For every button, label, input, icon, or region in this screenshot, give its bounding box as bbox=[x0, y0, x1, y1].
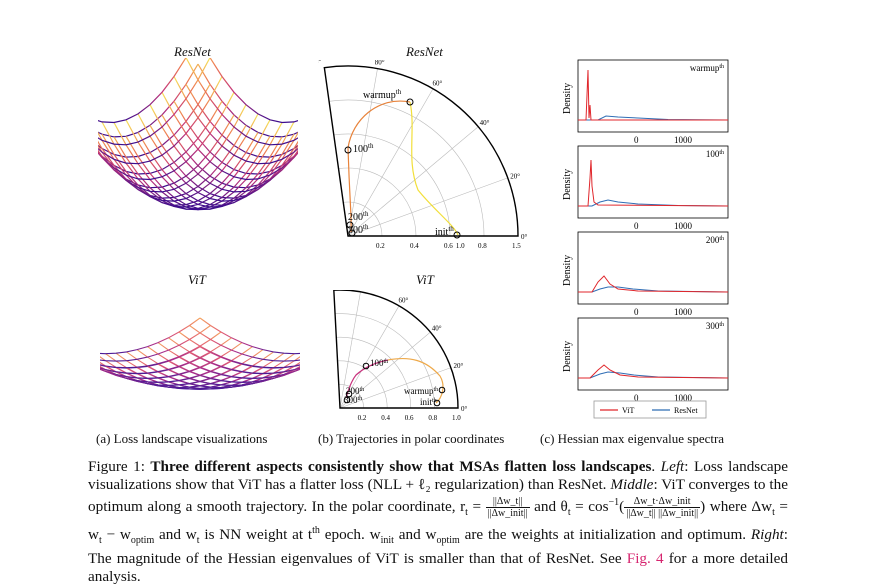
resnet-loss-landscape bbox=[98, 58, 298, 211]
resnet-label-warmup: warmupth bbox=[363, 88, 402, 101]
panel-c-sublabel: (c) Hessian max eigenvalue spectra bbox=[540, 431, 725, 446]
x-tick-label: 0 bbox=[634, 221, 639, 231]
resnet-density-curve bbox=[578, 115, 729, 121]
radius-tick-label: 0.4 bbox=[410, 242, 419, 250]
figure-caption: Figure 1: Three different aspects consis… bbox=[88, 458, 789, 586]
resnet-label-init: initth bbox=[435, 225, 454, 238]
caption-fraction-angle: Δw_t·Δw_init ||Δw_t|| ||Δw_init|| bbox=[624, 496, 701, 520]
angle-tick-label: 98° bbox=[318, 60, 321, 66]
x-tick-label: 1000 bbox=[674, 307, 693, 317]
legend-vit-label: ViT bbox=[622, 406, 635, 415]
panel-b-sublabel: (b) Trajectories in polar coordinates bbox=[318, 431, 505, 446]
radius-tick-label: 1.0 bbox=[456, 242, 465, 250]
vit-trajectory-early bbox=[387, 357, 444, 404]
resnet-marker-warmup bbox=[406, 98, 414, 106]
radius-tick-label: 0.2 bbox=[376, 242, 385, 250]
resnet-trajectory-late bbox=[347, 100, 411, 233]
vit-marker-100 bbox=[362, 362, 370, 370]
y-axis-label: Density bbox=[562, 169, 573, 200]
vit-label-warmup: warmupth bbox=[404, 386, 438, 396]
resnet-label-300: 300th bbox=[348, 223, 369, 236]
resnet-marker-300 bbox=[348, 229, 356, 237]
resnet-polar-plot: 98° 80° 60° 40° 20° 0° 0.2 0.4 0.6 0.8 1.0 1.5 warm… bbox=[318, 60, 528, 250]
spectra-legend: ViT ResNet bbox=[593, 400, 707, 419]
spectrum-panel: 200th 0 1000 Density bbox=[562, 231, 729, 317]
caption-fig4-link[interactable]: Fig. 4 bbox=[626, 550, 664, 568]
angle-tick-label: 40° bbox=[480, 119, 490, 127]
radius-tick-label: 0.4 bbox=[381, 414, 390, 422]
resnet-marker-100 bbox=[344, 146, 352, 154]
resnet-marker-200 bbox=[346, 221, 354, 229]
radius-tick-label: 0.8 bbox=[478, 242, 487, 250]
vit-loss-landscape bbox=[100, 317, 300, 390]
vit-label-100: 100th bbox=[370, 358, 388, 368]
vit-density-curve bbox=[578, 364, 729, 379]
x-tick-label: 0 bbox=[634, 393, 639, 403]
x-tick-label: 1000 bbox=[674, 221, 693, 231]
x-tick-label: 1000 bbox=[674, 135, 693, 145]
x-tick-label: 1000 bbox=[674, 393, 693, 403]
resnet-density-curve bbox=[578, 286, 729, 293]
vit-label-init: initth bbox=[420, 397, 437, 407]
angle-tick-label: 80° bbox=[375, 60, 385, 67]
resnet-trajectory-early bbox=[409, 101, 459, 236]
vit-marker-warmup bbox=[438, 386, 446, 394]
spectrum-panel-label: 300th bbox=[706, 321, 724, 331]
vit-label-200: 200th bbox=[346, 386, 364, 396]
angle-tick-label: 60° bbox=[433, 80, 443, 88]
angle-tick-label: 20° bbox=[454, 362, 464, 370]
radius-tick-label: 0.6 bbox=[405, 414, 414, 422]
radius-tick-label: 0.8 bbox=[428, 414, 437, 422]
y-axis-label: Density bbox=[562, 255, 573, 286]
radius-tick-label: 1.0 bbox=[452, 414, 461, 422]
spectrum-panel: 300th 0 1000 Density bbox=[562, 317, 729, 403]
spectrum-panel-label: warmupth bbox=[690, 63, 724, 73]
y-axis-label: Density bbox=[562, 341, 573, 372]
caption-bold-title: Three different aspects consistently sho… bbox=[150, 458, 652, 475]
x-tick-label: 0 bbox=[634, 307, 639, 317]
vit-landscape-title: ViT bbox=[188, 272, 206, 287]
y-axis-label: Density bbox=[562, 83, 573, 114]
angle-tick-label: 60° bbox=[399, 297, 409, 305]
vit-trajectory-late bbox=[345, 359, 389, 399]
spectrum-panel: 100th 0 1000 Density bbox=[562, 145, 729, 231]
vit-density-curve bbox=[578, 275, 729, 293]
vit-polar-plot: 93°80°60°40°20°0°0.20.40.60.81.0 100th 2… bbox=[333, 290, 468, 422]
resnet-polar-title: ResNet bbox=[406, 44, 443, 59]
angle-tick-label: 0° bbox=[521, 233, 528, 241]
resnet-marker-init bbox=[453, 231, 461, 239]
resnet-landscape-title: ResNet bbox=[174, 44, 211, 59]
panel-a-sublabel: (a) Loss landscape visualizations bbox=[96, 431, 268, 446]
vit-density-curve bbox=[578, 159, 729, 207]
vit-density-curve bbox=[578, 69, 728, 121]
angle-tick-label: 0° bbox=[461, 405, 468, 413]
vit-label-300: 300th bbox=[344, 395, 362, 405]
spectrum-panel-label: 100th bbox=[706, 149, 724, 159]
vit-marker-300 bbox=[343, 396, 351, 404]
vit-polar-title: ViT bbox=[416, 272, 434, 287]
radius-tick-label: 0.6 bbox=[444, 242, 453, 250]
radius-tick-label: 1.5 bbox=[512, 242, 521, 250]
angle-tick-label: 20° bbox=[510, 173, 520, 181]
vit-marker-init bbox=[433, 399, 441, 407]
radius-tick-label: 0.2 bbox=[358, 414, 367, 422]
caption-fraction-radius: ||Δw_t|| ||Δw_init|| bbox=[485, 496, 530, 520]
resnet-label-100: 100th bbox=[353, 142, 374, 155]
resnet-label-200: 200th bbox=[348, 210, 369, 223]
spectrum-panel: warmupth 0 1000 Density bbox=[562, 59, 729, 145]
vit-marker-200 bbox=[345, 390, 353, 398]
spectrum-panel-label: 200th bbox=[706, 235, 724, 245]
angle-tick-label: 40° bbox=[432, 325, 442, 333]
legend-resnet-label: ResNet bbox=[674, 406, 698, 415]
x-tick-label: 0 bbox=[634, 135, 639, 145]
